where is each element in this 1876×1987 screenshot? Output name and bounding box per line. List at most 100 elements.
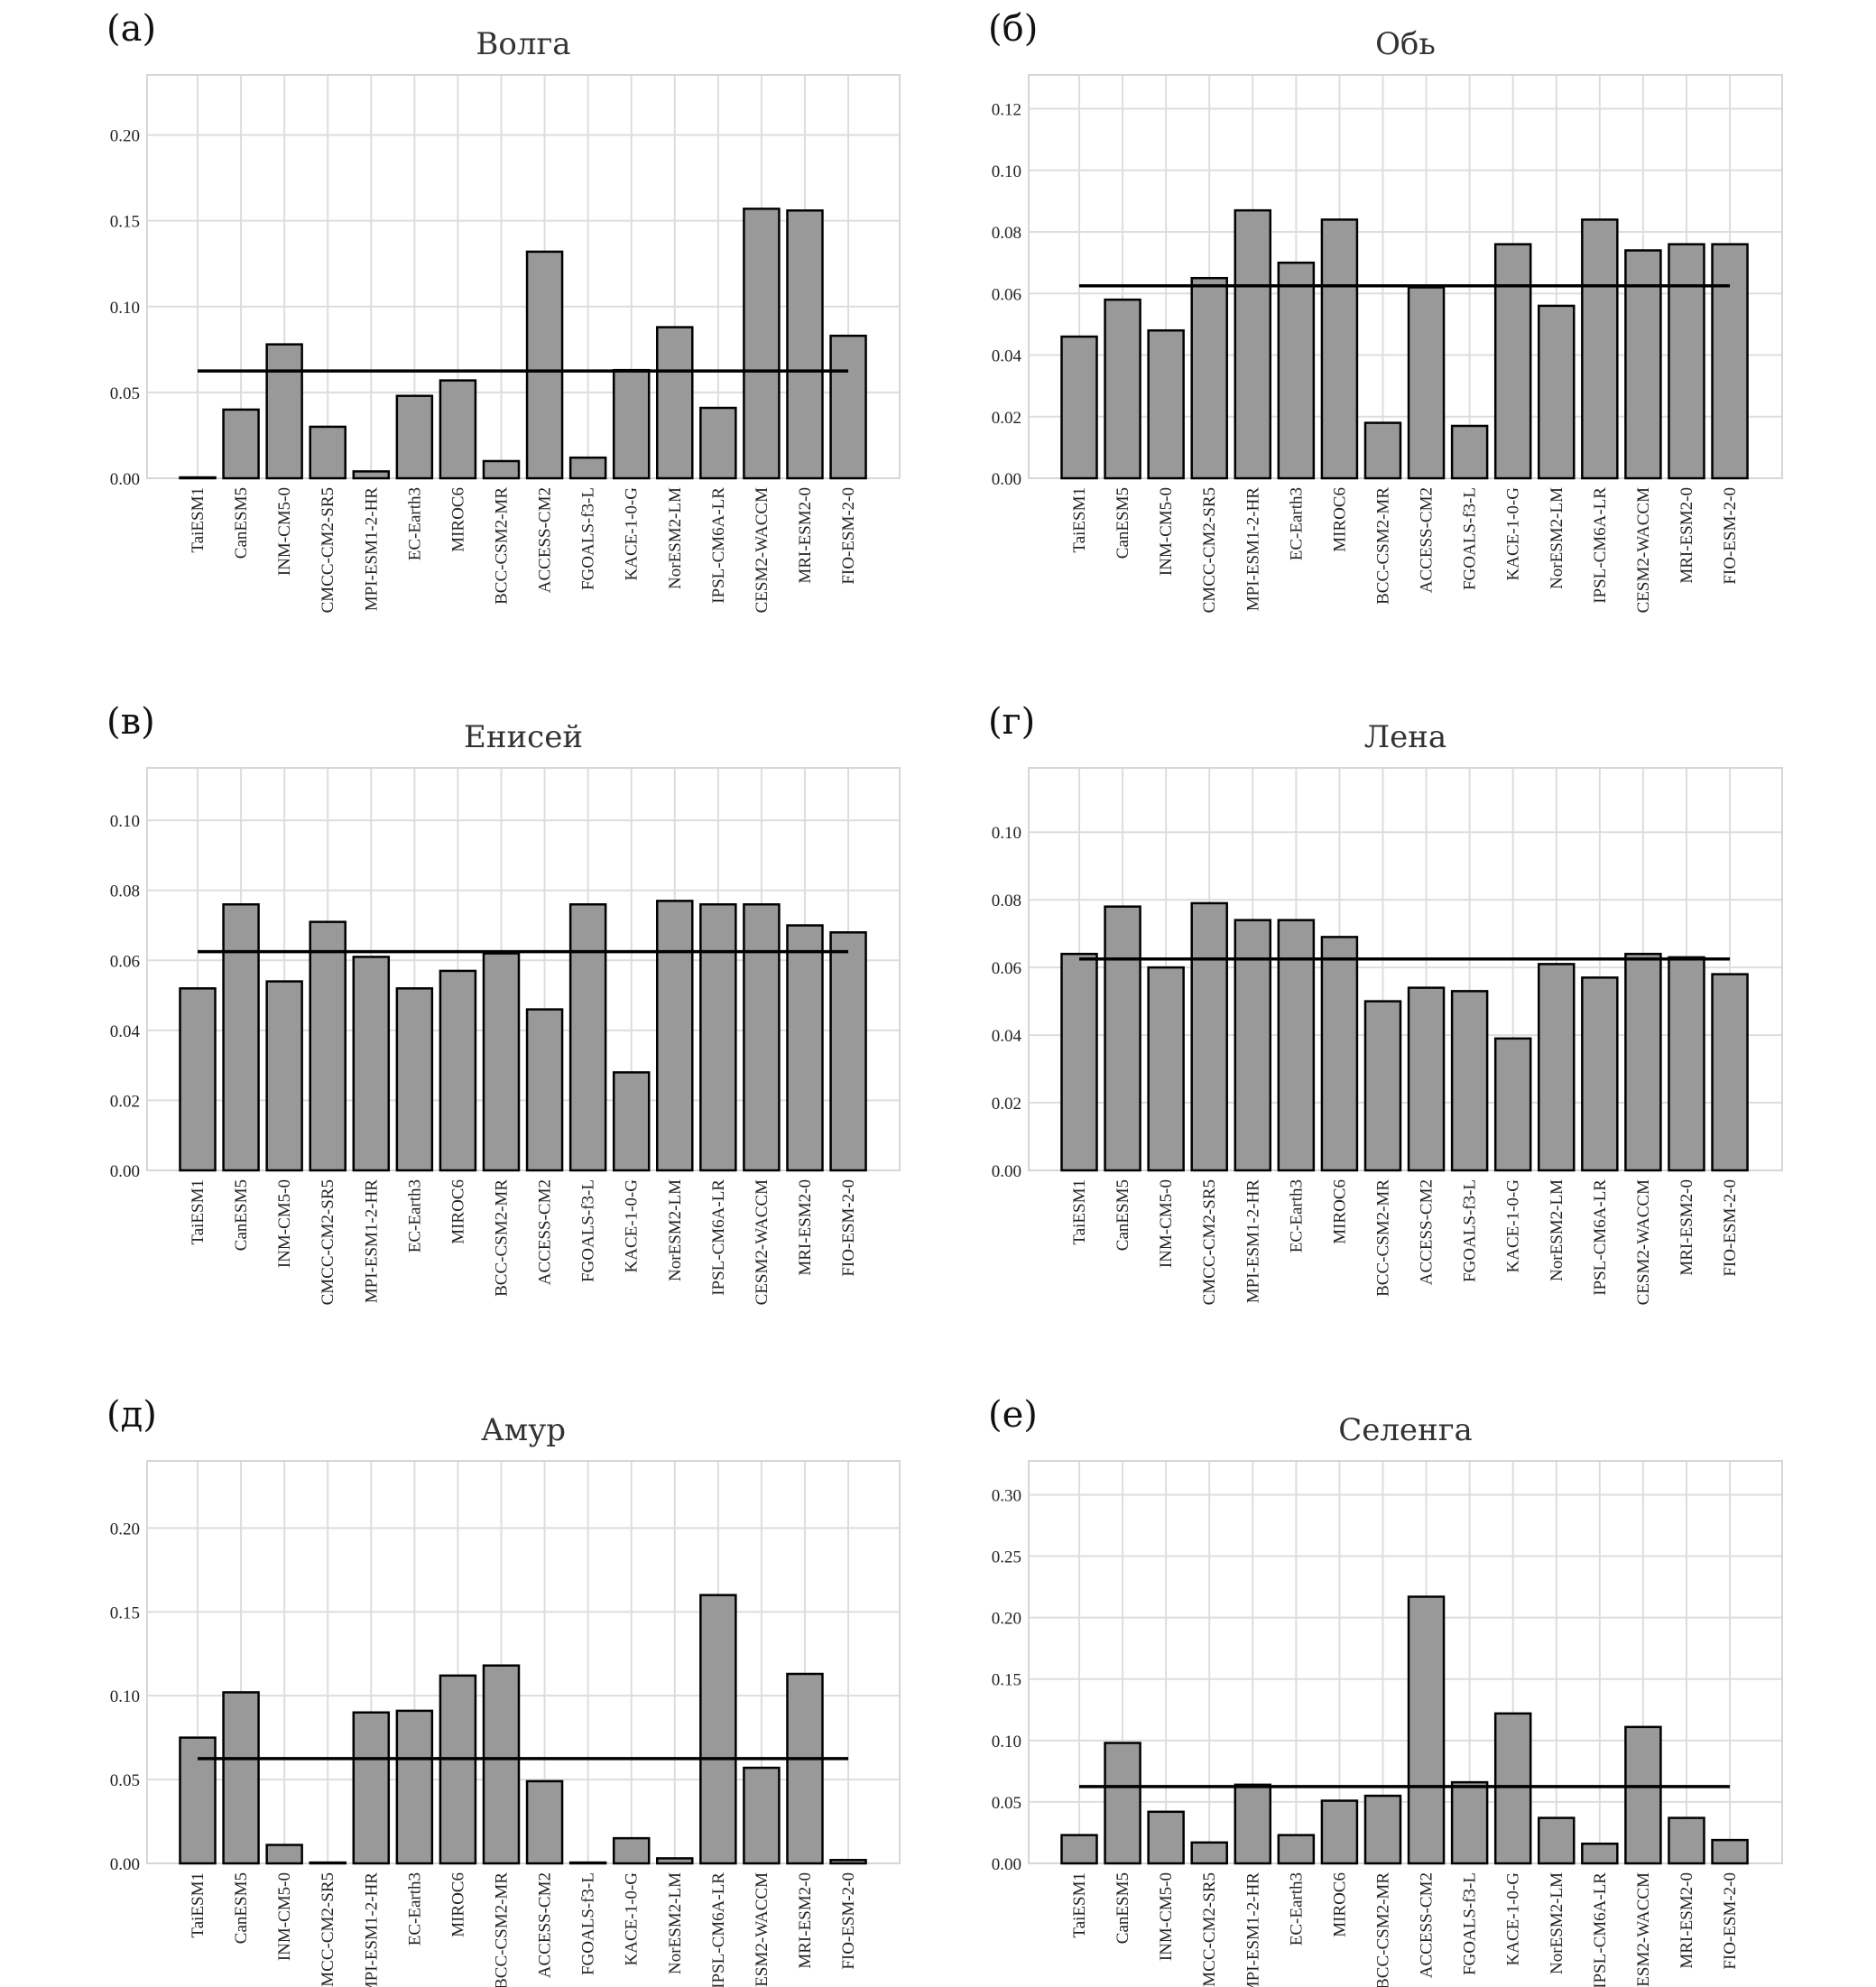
x-tick-label: INM-CM5-0 xyxy=(275,1179,294,1268)
bar-inm-cm5-0 xyxy=(265,1844,303,1865)
bar-cmcc-cm2-sr5 xyxy=(309,1861,347,1865)
x-tick-label: EC-Earth3 xyxy=(405,1179,424,1252)
bar-mpi-esm1-2-hr xyxy=(1234,919,1272,1172)
x-tick-label: CESM2-WACCM xyxy=(1634,487,1653,613)
y-tick-label: 0.10 xyxy=(992,824,1021,843)
x-tick-label: MRI-ESM2-0 xyxy=(1677,1872,1696,1969)
panel-title: Обь xyxy=(1375,26,1436,62)
x-tick-label: BCC-CSM2-MR xyxy=(1373,1179,1392,1297)
panel-title: Волга xyxy=(476,26,570,62)
bar-miroc6 xyxy=(439,969,477,1172)
x-tick-label: MPI-ESM1-2-HR xyxy=(362,487,381,612)
y-tick-label: 0.12 xyxy=(992,101,1021,120)
x-tick-label: TaiESM1 xyxy=(189,1872,208,1938)
y-tick-label: 0.06 xyxy=(992,959,1021,978)
bar-taiesm1 xyxy=(179,987,217,1172)
x-tick-label: CMCC-CM2-SR5 xyxy=(319,1872,337,1987)
bar-cmcc-cm2-sr5 xyxy=(1190,1841,1228,1865)
x-tick-label: FGOALS-f3-L xyxy=(579,1872,598,1975)
x-tick-label: BCC-CSM2-MR xyxy=(492,487,511,605)
x-tick-label: CanESM5 xyxy=(1114,1872,1132,1944)
bar-ec-earth3 xyxy=(1277,919,1316,1172)
y-tick-label: 0.00 xyxy=(110,1162,140,1181)
x-tick-label: IPSL-CM6A-LR xyxy=(1591,487,1610,604)
bar-inm-cm5-0 xyxy=(1147,1810,1185,1865)
y-tick-label: 0.06 xyxy=(992,285,1021,304)
x-tick-label: NorESM2-LM xyxy=(1548,487,1566,589)
x-tick-label: MIROC6 xyxy=(1330,1872,1349,1937)
bar-ipsl-cm6a-lr xyxy=(699,406,737,480)
x-tick-label: ACCESS-CM2 xyxy=(536,1179,555,1285)
x-tick-label: FGOALS-f3-L xyxy=(579,1179,598,1282)
x-tick-label: CESM2-WACCM xyxy=(753,487,772,613)
panel-title: Енисей xyxy=(464,719,583,755)
bar-bcc-csm2-mr xyxy=(1363,421,1402,480)
x-tick-label: KACE-1-0-G xyxy=(623,487,642,581)
x-tick-label: IPSL-CM6A-LR xyxy=(1591,1179,1610,1296)
bar-ipsl-cm6a-lr xyxy=(1581,218,1619,480)
bar-taiesm1 xyxy=(1060,335,1098,480)
x-tick-label: INM-CM5-0 xyxy=(1157,1872,1176,1961)
bar-miroc6 xyxy=(1320,1799,1359,1865)
y-tick-label: 0.05 xyxy=(110,384,140,403)
bar-inm-cm5-0 xyxy=(265,980,303,1172)
bar-mpi-esm1-2-hr xyxy=(1234,1783,1272,1865)
x-tick-label: FGOALS-f3-L xyxy=(1461,1179,1480,1282)
y-tick-label: 0.30 xyxy=(992,1486,1021,1505)
x-tick-label: FGOALS-f3-L xyxy=(1461,1872,1480,1975)
bar-cmcc-cm2-sr5 xyxy=(309,920,347,1172)
panel-letter: (в) xyxy=(106,701,155,743)
y-tick-label: 0.20 xyxy=(992,1610,1021,1629)
bar-cesm2-waccm xyxy=(743,1766,781,1865)
bar-noresm2-lm xyxy=(1538,963,1576,1172)
y-tick-label: 0.10 xyxy=(992,1733,1021,1751)
y-tick-label: 0.08 xyxy=(992,224,1021,243)
bar-mri-esm2-0 xyxy=(1668,243,1705,480)
x-tick-label: MPI-ESM1-2-HR xyxy=(362,1179,381,1304)
y-tick-label: 0.15 xyxy=(110,1603,140,1622)
bar-fgoals-f3-l xyxy=(568,1861,607,1865)
bar-miroc6 xyxy=(439,1674,477,1865)
y-tick-label: 0.10 xyxy=(992,162,1021,181)
x-tick-label: ACCESS-CM2 xyxy=(1418,1872,1437,1978)
x-tick-label: IPSL-CM6A-LR xyxy=(709,1872,728,1987)
x-tick-label: KACE-1-0-G xyxy=(623,1872,642,1966)
y-tick-label: 0.00 xyxy=(992,1855,1021,1874)
x-tick-label: BCC-CSM2-MR xyxy=(1373,1872,1392,1987)
plot-frame xyxy=(146,74,901,479)
x-tick-label: CMCC-CM2-SR5 xyxy=(319,487,337,613)
y-tick-label: 0.00 xyxy=(992,470,1021,489)
x-tick-label: MRI-ESM2-0 xyxy=(1677,1179,1696,1276)
bar-kace-1-0-g xyxy=(612,1071,651,1172)
panel-letter: (е) xyxy=(988,1394,1038,1436)
x-tick-label: FIO-ESM-2-0 xyxy=(1721,487,1740,585)
panel-title: Лена xyxy=(1364,719,1446,755)
x-tick-label: KACE-1-0-G xyxy=(1504,1872,1523,1966)
x-tick-label: TaiESM1 xyxy=(1070,1872,1089,1938)
bar-miroc6 xyxy=(1320,218,1359,480)
bar-fgoals-f3-l xyxy=(1450,990,1489,1172)
bar-taiesm1 xyxy=(1060,952,1098,1172)
bar-ec-earth3 xyxy=(1277,1834,1316,1865)
x-tick-label: BCC-CSM2-MR xyxy=(1373,487,1392,605)
bar-miroc6 xyxy=(1320,936,1359,1172)
x-tick-label: CanESM5 xyxy=(1114,1179,1132,1251)
bar-cmcc-cm2-sr5 xyxy=(309,425,347,480)
y-tick-label: 0.00 xyxy=(110,1855,140,1874)
y-tick-label: 0.02 xyxy=(992,409,1021,428)
x-tick-label: FIO-ESM-2-0 xyxy=(839,1179,858,1277)
x-tick-label: MIROC6 xyxy=(1330,487,1349,552)
bar-ipsl-cm6a-lr xyxy=(699,1594,737,1865)
chart-panel: 0.00 0.05 0.10 0.15 0.20 TaiESM1 CanESM5 INM-CM… xyxy=(106,8,901,613)
bar-kace-1-0-g xyxy=(612,1836,651,1865)
bar-bcc-csm2-mr xyxy=(482,459,521,480)
bar-fio-esm-2-0 xyxy=(829,1859,867,1865)
y-tick-label: 0.08 xyxy=(992,892,1021,910)
x-tick-label: IPSL-CM6A-LR xyxy=(1591,1872,1610,1987)
bar-fgoals-f3-l xyxy=(1450,424,1489,480)
bar-mpi-esm1-2-hr xyxy=(1234,208,1272,480)
y-tick-label: 0.15 xyxy=(110,213,140,232)
bar-noresm2-lm xyxy=(656,900,694,1172)
bar-access-cm2 xyxy=(525,1008,564,1172)
panel-letter: (д) xyxy=(106,1394,157,1436)
